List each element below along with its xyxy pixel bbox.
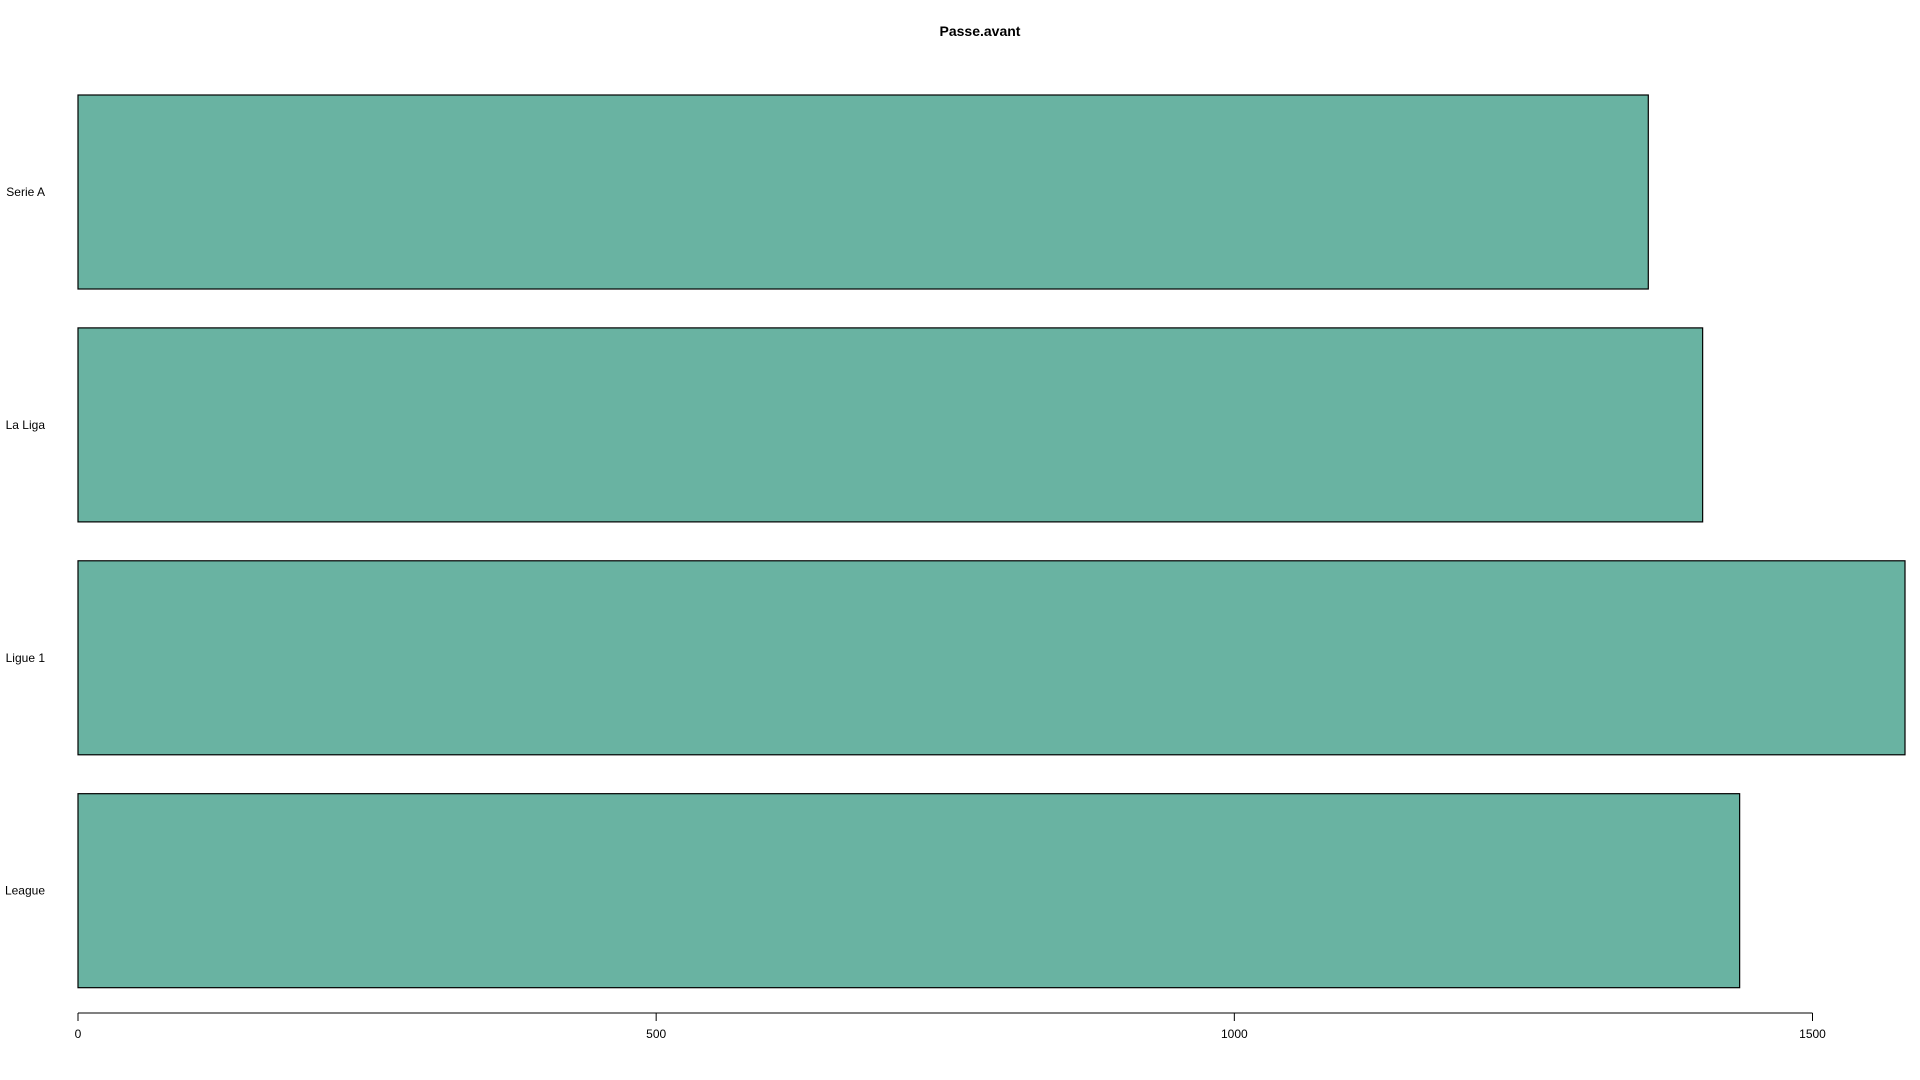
bars-group (77, 94, 1906, 989)
bar-ligue-1 (77, 560, 1906, 756)
category-label: La Liga (6, 418, 46, 432)
x-tick-label: 1500 (1799, 1027, 1826, 1041)
category-labels-group: Serie A La Liga Ligue 1 League (5, 185, 45, 898)
x-tick-label: 1000 (1221, 1027, 1248, 1041)
category-label: League (5, 884, 45, 898)
bar-serie-a (77, 94, 1649, 290)
bar-league (77, 793, 1741, 989)
x-tick-label: 500 (646, 1027, 666, 1041)
x-axis: 0 500 1000 1500 (75, 1012, 1826, 1041)
x-tick-label: 0 (75, 1027, 82, 1041)
bar-la-liga (77, 327, 1704, 523)
category-label: Ligue 1 (6, 651, 46, 665)
category-label: Serie A (6, 185, 45, 199)
chart-title: Passe.avant (940, 23, 1021, 39)
